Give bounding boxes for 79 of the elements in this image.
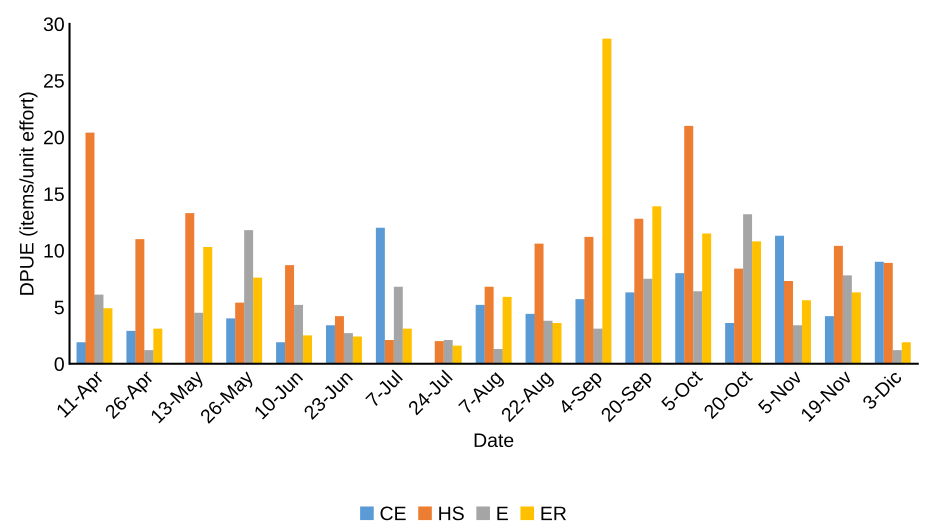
bar xyxy=(294,304,304,364)
bar xyxy=(153,328,162,364)
y-tick-label: 0 xyxy=(54,357,64,371)
bar xyxy=(276,342,286,364)
bar xyxy=(702,233,712,364)
bar xyxy=(784,281,793,364)
legend-label: HS xyxy=(439,506,464,520)
bar xyxy=(593,328,602,364)
legend-label: ER xyxy=(541,506,566,520)
bar xyxy=(743,214,752,364)
bar xyxy=(235,302,244,364)
bar xyxy=(544,320,553,364)
y-tick-label: 25 xyxy=(44,74,64,88)
bar xyxy=(334,316,344,364)
bar xyxy=(253,278,262,364)
bar xyxy=(476,304,485,364)
bar xyxy=(85,132,94,364)
bar xyxy=(693,291,702,364)
bar xyxy=(575,299,584,364)
bar xyxy=(452,346,462,364)
bar xyxy=(144,350,154,364)
bar xyxy=(834,246,843,364)
bar xyxy=(494,349,503,364)
bar xyxy=(185,213,194,364)
bar xyxy=(675,273,684,364)
y-axis-title: DPUE (items/unit effort) xyxy=(19,92,38,295)
bar xyxy=(126,330,136,364)
y-tick-label: 10 xyxy=(44,244,64,258)
bar xyxy=(326,325,335,364)
bar xyxy=(526,314,535,364)
x-axis-title: Date xyxy=(474,434,514,448)
bar xyxy=(725,322,734,364)
bar xyxy=(344,333,353,364)
bar xyxy=(94,294,104,364)
bar xyxy=(285,265,294,364)
bar xyxy=(652,206,662,364)
bar xyxy=(444,340,453,364)
bar xyxy=(484,286,494,364)
bar xyxy=(792,325,802,364)
bar xyxy=(394,286,403,364)
bar xyxy=(842,275,852,364)
bar xyxy=(752,241,762,364)
bar xyxy=(884,262,893,364)
bar xyxy=(802,300,811,364)
bar xyxy=(734,268,744,364)
bar xyxy=(634,218,644,364)
bar xyxy=(384,340,394,364)
bar xyxy=(244,230,254,364)
bar xyxy=(584,236,594,364)
bar xyxy=(775,236,784,364)
bar xyxy=(552,322,562,364)
bar xyxy=(902,342,911,364)
y-tick-label: 20 xyxy=(44,130,64,144)
bar xyxy=(76,342,86,364)
bar xyxy=(625,292,634,364)
bar xyxy=(352,336,362,364)
y-tick-label: 15 xyxy=(44,187,64,202)
bar xyxy=(643,278,652,364)
bar xyxy=(194,312,204,364)
y-tick-label: 30 xyxy=(44,17,64,32)
bar xyxy=(402,328,412,364)
bar xyxy=(534,244,544,364)
bar xyxy=(135,239,144,364)
legend-label: E xyxy=(497,506,508,520)
bar xyxy=(684,126,694,364)
bar xyxy=(874,262,884,364)
bar xyxy=(502,296,512,364)
bar xyxy=(892,350,902,364)
bar xyxy=(602,38,612,364)
bar xyxy=(103,308,112,364)
bar xyxy=(852,292,861,364)
bar xyxy=(434,341,444,364)
bar xyxy=(226,318,236,364)
legend-label: CE xyxy=(380,506,406,520)
bar xyxy=(303,335,312,364)
bar xyxy=(376,228,385,364)
y-tick-label: 5 xyxy=(54,300,64,314)
bar xyxy=(824,316,834,364)
bar xyxy=(203,247,212,364)
